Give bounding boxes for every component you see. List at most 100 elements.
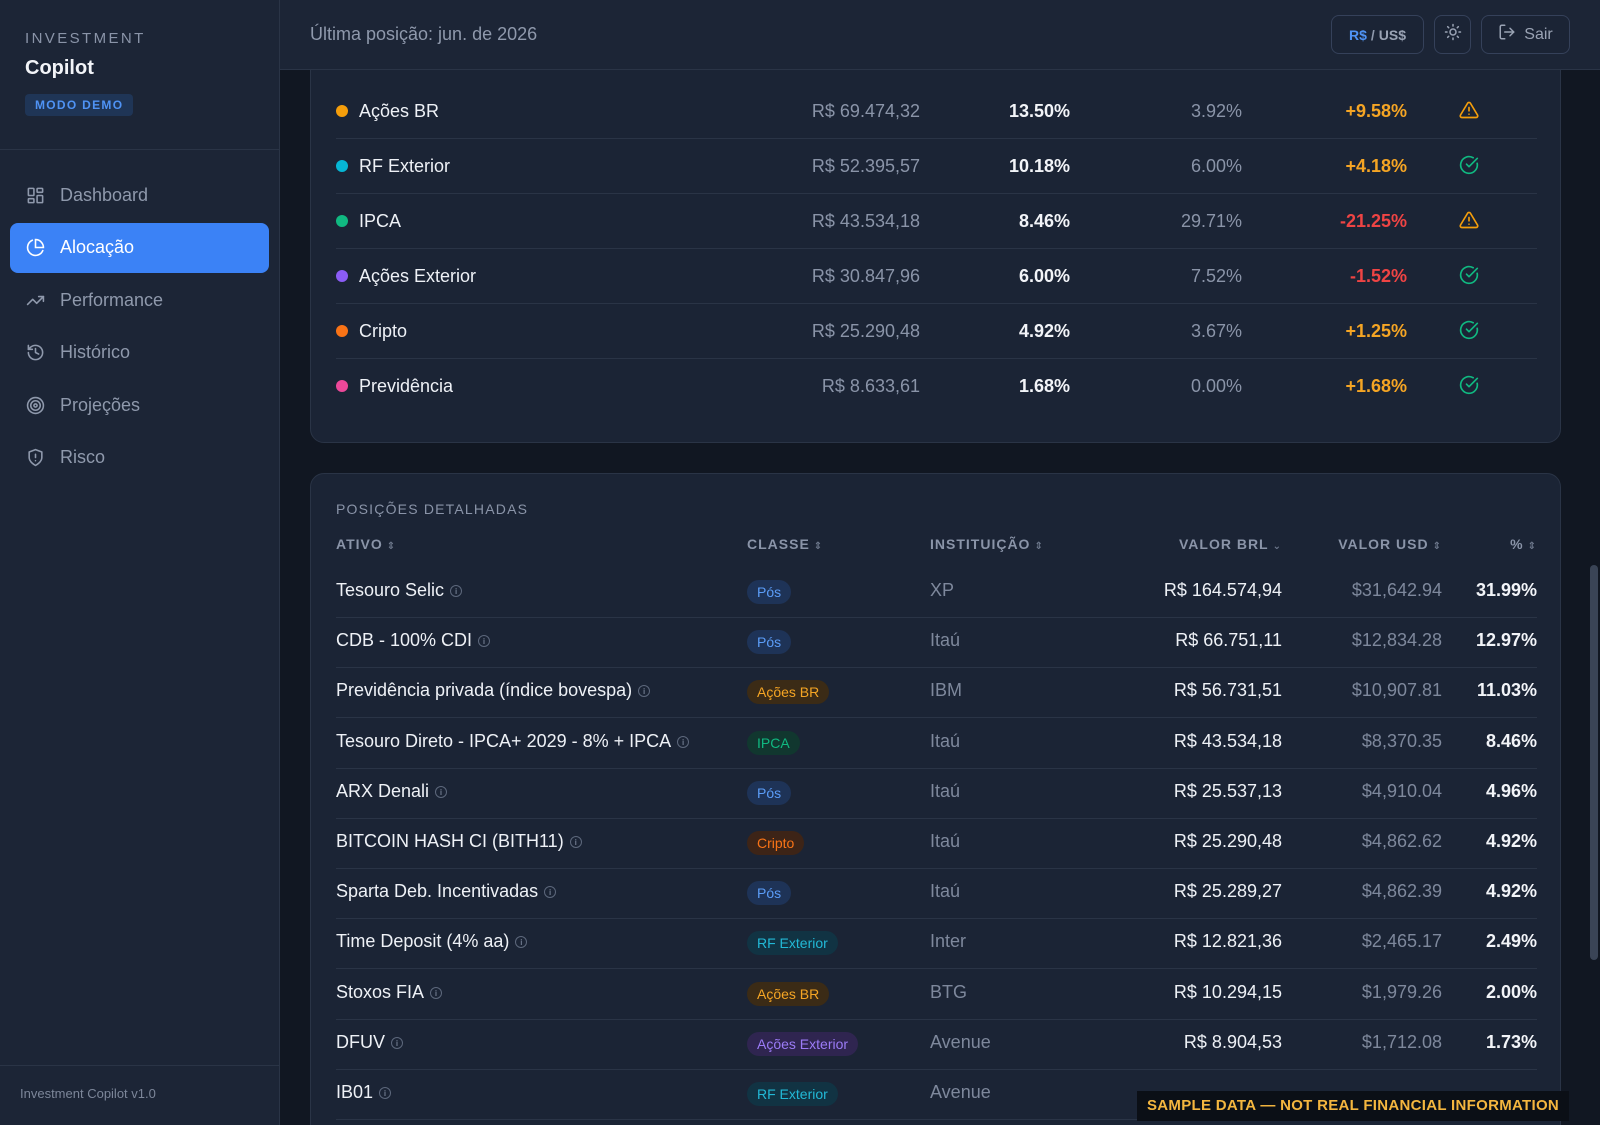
target-icon	[25, 395, 45, 415]
asset-name: Sparta Deb. Incentivadas	[336, 881, 539, 902]
institution-cell: Inter	[930, 931, 967, 952]
institution-cell: BTG	[930, 981, 968, 1002]
col-header-valor-brl-label: VALOR BRL	[1178, 536, 1269, 552]
value-brl-cell: R$ 12.821,36	[1173, 931, 1282, 952]
sidebar-item-label: Risco	[60, 447, 106, 467]
pct-cell: 2.00%	[1485, 981, 1537, 1002]
info-icon[interactable]: i	[435, 785, 448, 798]
sidebar-item-target[interactable]: Projeções	[10, 380, 269, 430]
col-header-ativo[interactable]: ATIVO ⇕	[336, 536, 396, 552]
allocation-value: R$ 25.290,48	[811, 321, 920, 341]
allocation-target-pct: 6.00%	[1190, 156, 1242, 176]
asset-name-cell: Time Deposit (4% aa) i	[336, 931, 528, 952]
allocation-value: R$ 30.847,96	[811, 266, 920, 286]
info-icon[interactable]: i	[544, 886, 557, 899]
info-icon[interactable]: i	[478, 635, 491, 648]
sort-icon: ⇕	[1432, 541, 1442, 552]
table-row[interactable]: CDB - 100% CDI i Pós Itaú R$ 66.751,11 $12,83…	[336, 617, 1537, 669]
col-header-valor-usd-label: VALOR USD	[1338, 536, 1429, 552]
value-usd-cell: $31,642.94	[1351, 580, 1442, 600]
version-footer: Investment Copilot v1.0	[0, 1065, 280, 1125]
page-scrollbar[interactable]	[1588, 70, 1600, 1125]
allocation-current-pct: 4.92%	[1018, 321, 1070, 341]
asset-name: BITCOIN HASH CI (BITH11)	[336, 831, 564, 851]
sort-icon: ⇕	[813, 541, 824, 552]
allocation-current-pct: 6.00%	[1018, 266, 1070, 286]
pct-cell: 8.46%	[1485, 730, 1537, 751]
warning-icon	[1459, 210, 1479, 230]
theme-toggle-button[interactable]	[1434, 15, 1471, 54]
asset-name: Tesouro Selic	[336, 580, 445, 600]
sidebar-item-label: Performance	[60, 289, 164, 310]
allocation-row: RF Exterior R$ 52.395,57 10.18% 6.00% +4.18%	[336, 138, 1537, 194]
asset-name-cell: Stoxos FIA i	[336, 981, 443, 1003]
asset-name-cell: Sparta Deb. Incentivadas i	[336, 881, 557, 902]
allocation-target-pct: 0.00%	[1190, 376, 1242, 396]
allocation-deviation: -21.25%	[1339, 211, 1407, 231]
asset-name: IB01	[336, 1082, 374, 1102]
table-row[interactable]: IB01 i RF Exterior Avenue	[336, 1069, 1537, 1120]
sidebar: INVESTMENT Copilot MODO DEMO Dashboard Al…	[0, 0, 280, 1125]
col-header-valor-brl[interactable]: VALOR BRL ⌄	[1179, 536, 1282, 552]
sample-data-watermark: SAMPLE DATA — NOT REAL FINANCIAL INFORMA…	[1137, 1091, 1570, 1121]
allocation-target-pct: 29.71%	[1180, 211, 1242, 231]
table-row[interactable]: Sparta Deb. Incentivadas i Pós Itaú R$ 25.28…	[336, 868, 1537, 920]
sort-desc-icon: ⌄	[1272, 541, 1282, 552]
table-row[interactable]: Time Deposit (4% aa) i RF Exterior Inter R$ …	[336, 918, 1537, 970]
info-icon[interactable]: i	[391, 1036, 403, 1049]
asset-name: Stoxos FIA	[336, 981, 425, 1002]
col-header-classe[interactable]: CLASSE ⇕	[747, 536, 823, 552]
check-circle-icon	[1459, 375, 1479, 395]
value-usd-cell: $4,862.62	[1361, 831, 1442, 851]
table-row[interactable]: DFUV i Ações Exterior Avenue R$ 8.904,53 $1,7…	[336, 1019, 1537, 1070]
currency-toggle-button[interactable]: R$ / US$	[1331, 15, 1424, 54]
table-row[interactable]: Tesouro Direto - IPCA+ 2029 - 8% + IPCA i…	[336, 718, 1537, 769]
sidebar-item-pie-chart[interactable]: Alocação	[10, 222, 269, 273]
info-icon[interactable]: i	[379, 1087, 392, 1099]
table-row[interactable]: Stoxos FIA i Ações BR BTG R$ 10.294,15 $1,979…	[336, 969, 1537, 1020]
pct-cell: 2.49%	[1485, 931, 1537, 952]
col-header-instituicao[interactable]: INSTITUIÇÃO ⇕	[930, 536, 1044, 552]
info-icon[interactable]: i	[430, 986, 443, 999]
table-row[interactable]: Tesouro Selic i Pós XP R$ 164.574,94 $31,642.…	[336, 567, 1537, 618]
institution-cell: IBM	[930, 680, 963, 701]
allocation-deviation: -1.52%	[1349, 266, 1407, 286]
asset-class-badge: IPCA	[747, 730, 800, 755]
value-brl-cell: R$ 25.289,27	[1173, 881, 1282, 902]
value-brl-cell: R$ 66.751,11	[1175, 630, 1282, 651]
currency-brl-label: R$	[1348, 26, 1367, 43]
table-row[interactable]: BITCOIN HASH CI (BITH11) i Cripto Itaú R$ 25…	[336, 818, 1537, 869]
info-icon[interactable]: i	[450, 585, 463, 597]
trending-up-icon	[25, 290, 45, 310]
table-row[interactable]: ARX Denali i Pós Itaú R$ 25.537,13 $4,910.04 4…	[336, 768, 1537, 819]
info-icon[interactable]: i	[515, 936, 528, 949]
allocation-row: Previdência R$ 8.633,61 1.68% 0.00% +1.68%	[336, 358, 1537, 414]
table-row[interactable]: Previdência privada (índice bovespa) i Açõ…	[336, 667, 1537, 719]
logout-button[interactable]: Sair	[1481, 15, 1570, 54]
currency-separator: /	[1370, 26, 1375, 43]
pct-cell: 1.73%	[1485, 1031, 1537, 1052]
col-header-pct[interactable]: % ⇕	[1510, 536, 1537, 552]
allocation-value: R$ 52.395,57	[811, 156, 920, 176]
asset-name-cell: DFUV i	[336, 1032, 403, 1053]
sidebar-item-history[interactable]: Histórico	[10, 328, 269, 378]
check-circle-icon	[1459, 320, 1479, 340]
sidebar-item-trending-up[interactable]: Performance	[10, 275, 269, 325]
allocation-card: Ações BR R$ 69.474,32 13.50% 3.92% +9.58% RF …	[310, 70, 1561, 443]
sidebar-item-shield[interactable]: Risco	[10, 433, 269, 483]
allocation-class-name: Cripto	[359, 321, 408, 341]
asset-class-badge: Pós	[747, 580, 792, 604]
info-icon[interactable]: i	[677, 735, 690, 748]
asset-class-badge: RF Exterior	[747, 1082, 838, 1106]
page-scrollbar-thumb[interactable]	[1590, 565, 1598, 960]
brand-kicker: INVESTMENT	[25, 30, 146, 47]
pct-cell: 4.92%	[1485, 881, 1537, 902]
allocation-row: Ações BR R$ 69.474,32 13.50% 3.92% +9.58%	[336, 83, 1537, 139]
info-icon[interactable]: i	[638, 685, 651, 698]
info-icon[interactable]: i	[569, 836, 582, 848]
allocation-row: Ações Exterior R$ 30.847,96 6.00% 7.52% -1.5…	[336, 248, 1537, 304]
sidebar-item-dashboard[interactable]: Dashboard	[10, 170, 269, 220]
col-header-valor-usd[interactable]: VALOR USD ⇕	[1338, 536, 1442, 552]
asset-name-cell: BITCOIN HASH CI (BITH11) i	[336, 831, 582, 852]
class-color-dot	[336, 215, 348, 227]
